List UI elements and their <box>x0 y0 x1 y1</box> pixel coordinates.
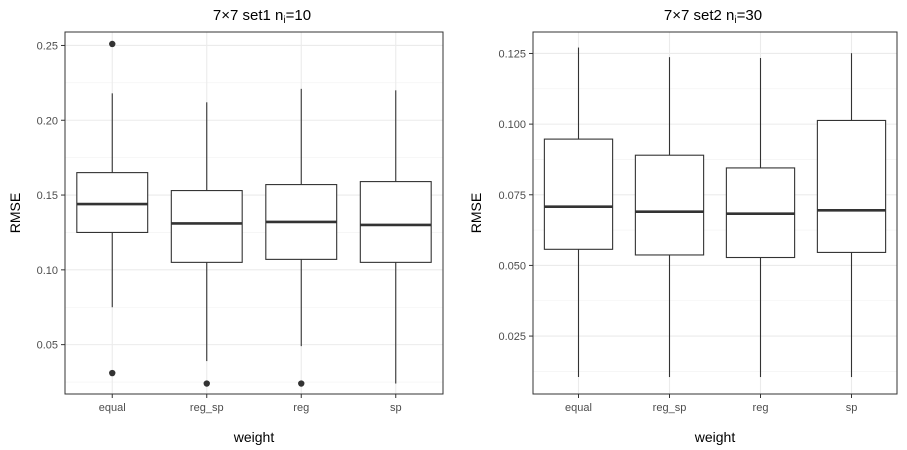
y-tick-label: 0.125 <box>498 48 526 60</box>
y-tick-label: 0.20 <box>37 115 58 127</box>
y-axis-title: RMSE <box>468 193 484 233</box>
outlier-point-reg_sp <box>203 380 210 387</box>
chart-title: 7×7 set1 ni=10 <box>213 7 311 26</box>
chart-title-subscript: i <box>283 15 285 26</box>
box-sp <box>359 181 432 263</box>
chart-title-tail: =30 <box>737 7 762 24</box>
x-tick-label-sp: sp <box>390 402 402 414</box>
chart-left-rmse-set1: 7×7 set1 ni=10 0.05 0.10 0.15 0.20 0.25 equal r… <box>7 7 444 445</box>
x-tick-label-equal: equal <box>565 402 592 414</box>
chart-title: 7×7 set2 ni=30 <box>664 7 762 26</box>
y-tick-label: 0.15 <box>37 190 58 202</box>
box-equal <box>76 172 149 233</box>
x-axis-title: weight <box>694 429 736 445</box>
x-tick-label-reg: reg <box>293 402 309 414</box>
chart-title-tail: =10 <box>286 7 311 24</box>
y-tick-label: 0.25 <box>37 40 58 52</box>
outlier-point-equal <box>109 369 116 377</box>
y-tick-label: 0.10 <box>37 265 58 277</box>
panel-border <box>64 31 444 395</box>
outlier-point-equal <box>109 40 116 48</box>
y-tick-label: 0.025 <box>498 331 526 343</box>
y-axis-title: RMSE <box>7 193 23 233</box>
box-sp <box>816 119 887 253</box>
box-equal <box>543 138 614 250</box>
panel-border <box>532 31 898 395</box>
x-tick-label-sp: sp <box>846 402 858 414</box>
chart-right-rmse-set2: 7×7 set2 ni=30 0.025 0.050 0.075 0.100 0.125 e… <box>468 7 898 445</box>
y-tick-label: 0.050 <box>498 260 526 272</box>
box-reg_sp <box>634 154 705 256</box>
y-tick-label: 0.100 <box>498 119 526 131</box>
x-axis-title: weight <box>233 429 275 445</box>
box-reg_sp <box>170 190 243 263</box>
chart-title-main: 7×7 set2 n <box>664 7 734 24</box>
x-tick-label-equal: equal <box>99 402 126 414</box>
x-tick-label-reg_sp: reg_sp <box>190 402 224 414</box>
outlier-point-reg <box>298 380 305 387</box>
y-tick-label: 0.05 <box>37 340 58 352</box>
x-tick-label-reg_sp: reg_sp <box>653 402 687 414</box>
chart-title-main: 7×7 set1 n <box>213 7 283 24</box>
chart-title-subscript: i <box>734 15 736 26</box>
y-tick-label: 0.075 <box>498 190 526 202</box>
x-tick-label-reg: reg <box>753 402 769 414</box>
